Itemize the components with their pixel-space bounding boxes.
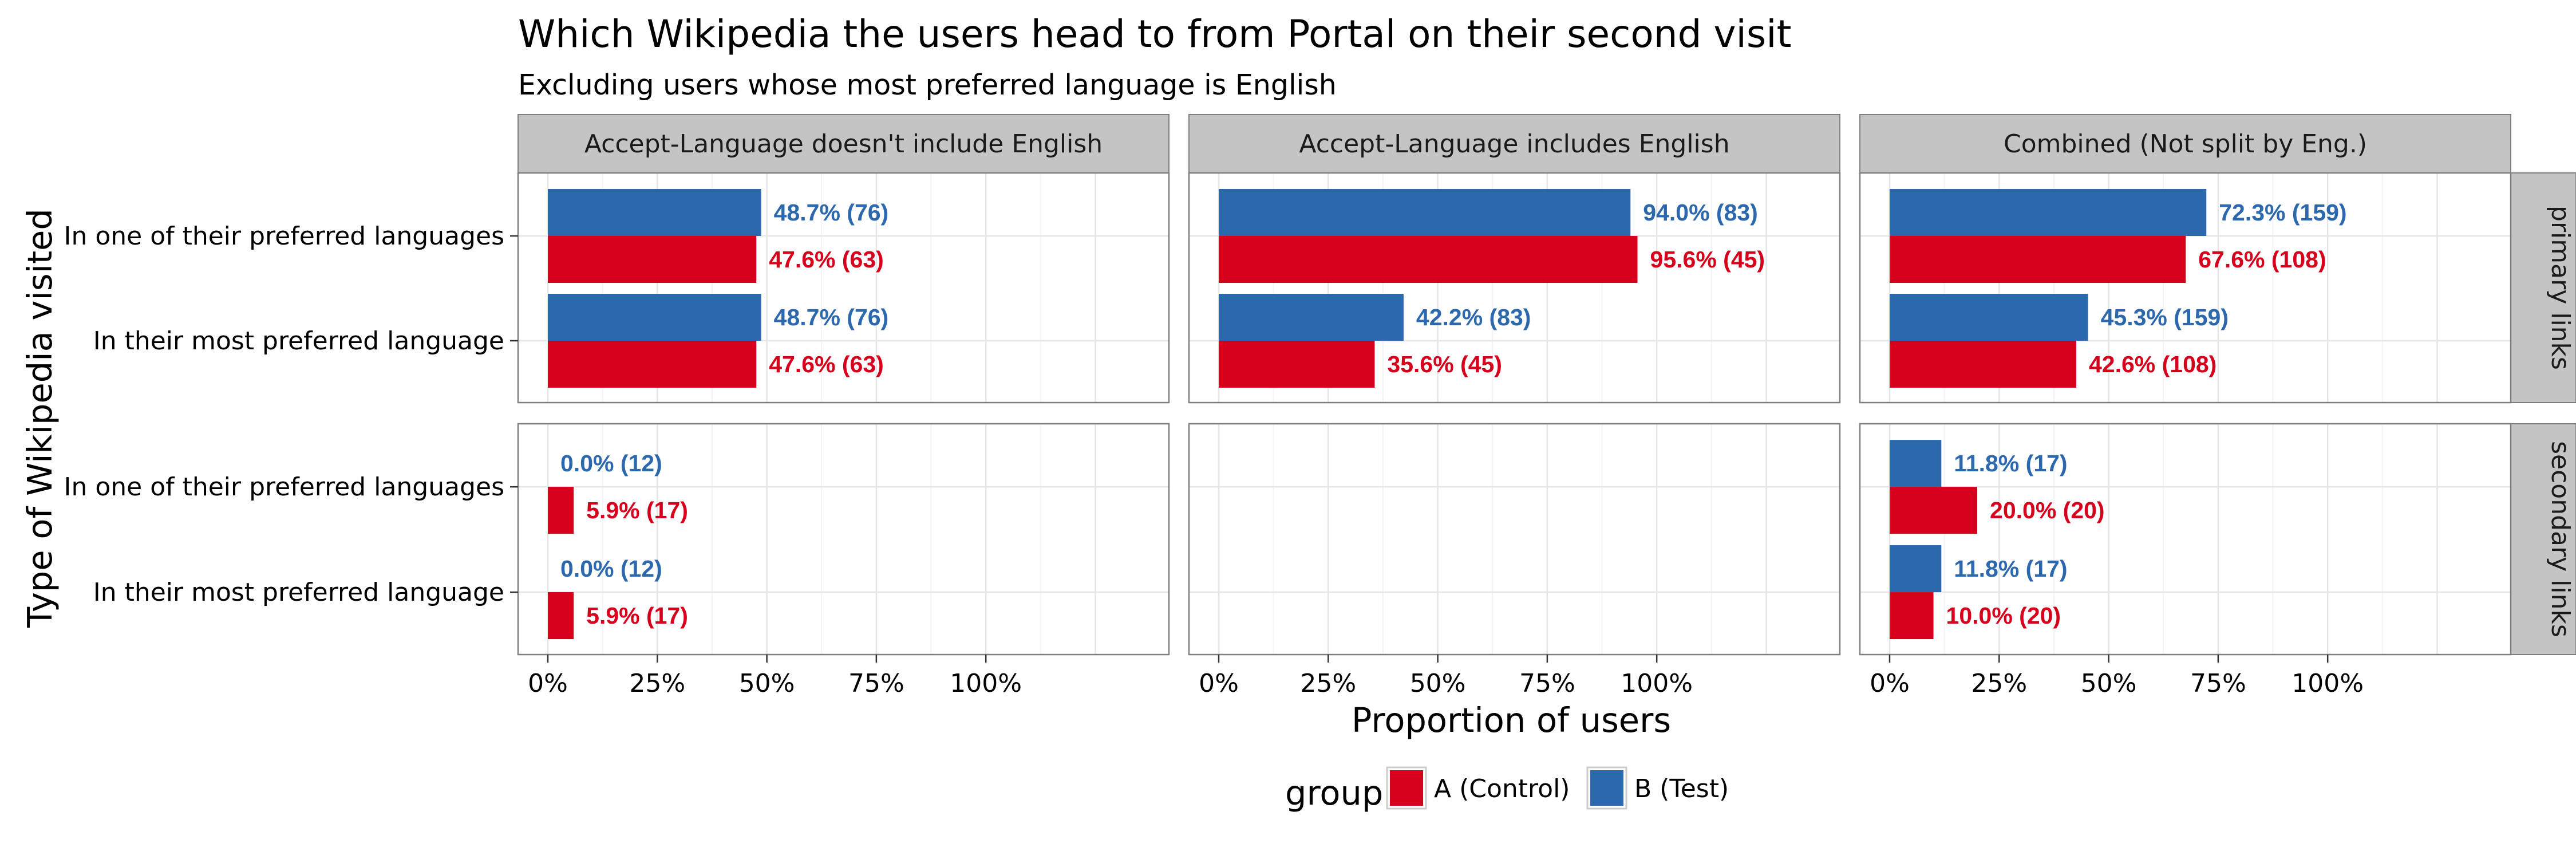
- x-tick-label: 50%: [2081, 669, 2137, 698]
- data-label: 95.6% (45): [1650, 246, 1765, 273]
- data-label: 0.0% (12): [560, 450, 662, 476]
- grid-layer: [518, 173, 2511, 655]
- column-strip: [1188, 114, 1840, 174]
- data-label: 11.8% (17): [1954, 555, 2067, 582]
- panel-background: [1189, 424, 1840, 655]
- data-label: 48.7% (76): [774, 199, 889, 226]
- bar: [1219, 294, 1404, 341]
- data-label: 35.6% (45): [1387, 351, 1502, 377]
- row-strip-label: secondary links: [2546, 441, 2575, 637]
- bar: [1890, 294, 2088, 341]
- column-strip: [1859, 114, 2511, 174]
- panel-background: [1860, 424, 2511, 655]
- panel-border: [517, 172, 1170, 404]
- x-tick-label: 25%: [1300, 669, 1356, 698]
- data-label: 94.0% (83): [1643, 199, 1758, 226]
- bar: [548, 487, 574, 534]
- panel-border: [1859, 423, 2512, 656]
- data-label: 10.0% (20): [1946, 602, 2061, 629]
- panel-border: [517, 423, 1170, 656]
- bar: [1219, 341, 1375, 388]
- bar: [1890, 592, 1934, 640]
- x-tick-label: 25%: [1971, 669, 2027, 698]
- panel-border: [1859, 172, 2512, 404]
- bar-layer: 48.7% (76) 47.6% (63) 48.7% (76) 47.6% (63)…: [548, 189, 2347, 640]
- bar: [1219, 189, 1631, 236]
- column-strip-label: Combined (Not split by Eng.): [2004, 129, 2367, 159]
- data-label: 47.6% (63): [769, 246, 884, 273]
- x-tick-label: 25%: [629, 669, 685, 698]
- chart-subtitle: Excluding users whose most preferred lan…: [518, 69, 1337, 101]
- legend-label: A (Control): [1434, 774, 1570, 803]
- bar: [548, 592, 574, 640]
- x-tick-label: 0%: [1199, 669, 1239, 698]
- column-strip-label: Accept-Language doesn't include English: [584, 129, 1103, 159]
- data-label: 5.9% (17): [586, 497, 688, 523]
- row-strip-label: primary links: [2546, 206, 2575, 370]
- y-tick-label: In their most preferred language: [93, 578, 504, 607]
- bar: [1890, 440, 1942, 487]
- x-tick-label: 100%: [950, 669, 1022, 698]
- x-axis-title: Proportion of users: [1352, 700, 1671, 740]
- y-tick-label: In one of their preferred languages: [64, 472, 504, 502]
- bar: [1890, 341, 2076, 388]
- bar: [548, 236, 757, 283]
- data-label: 72.3% (159): [2219, 199, 2346, 226]
- facet-strips: Accept-Language doesn't include English A…: [517, 114, 2576, 655]
- chart-title: Which Wikipedia the users head to from P…: [518, 12, 1791, 56]
- column-strip: [517, 114, 1170, 174]
- data-label: 0.0% (12): [560, 555, 662, 582]
- bar: [1890, 487, 1978, 534]
- data-label: 20.0% (20): [1990, 497, 2105, 523]
- data-label: 11.8% (17): [1954, 450, 2067, 476]
- data-label: 47.6% (63): [769, 351, 884, 377]
- legend-label: B (Test): [1634, 774, 1729, 803]
- data-label: 45.3% (159): [2101, 304, 2229, 330]
- bar: [1890, 545, 1942, 593]
- axis-layer: In one of their preferred languages In th…: [64, 172, 2512, 698]
- legend: group A (Control) B (Test): [1285, 766, 1729, 813]
- panel-background: [518, 424, 1169, 655]
- x-tick-label: 75%: [1519, 669, 1575, 698]
- bar: [548, 294, 761, 341]
- x-tick-label: 50%: [739, 669, 795, 698]
- data-label: 48.7% (76): [774, 304, 889, 330]
- bar: [1219, 236, 1638, 283]
- row-strip: [2510, 423, 2576, 655]
- column-strip-label: Accept-Language includes English: [1299, 129, 1729, 159]
- x-tick-label: 0%: [1870, 669, 1910, 698]
- bar: [548, 189, 761, 236]
- legend-title: group: [1285, 773, 1383, 813]
- x-tick-label: 100%: [2291, 669, 2364, 698]
- bar: [1890, 189, 2207, 236]
- y-tick-label: In one of their preferred languages: [64, 222, 504, 251]
- data-label: 42.2% (83): [1416, 304, 1531, 330]
- bar: [1890, 236, 2186, 283]
- x-tick-label: 0%: [528, 669, 568, 698]
- data-label: 67.6% (108): [2198, 246, 2326, 273]
- y-tick-label: In their most preferred language: [93, 326, 504, 356]
- panel-border: [1188, 172, 1841, 404]
- y-axis-title: Type of Wikipedia visited: [20, 208, 60, 628]
- x-tick-label: 75%: [2190, 669, 2246, 698]
- x-tick-label: 100%: [1621, 669, 1693, 698]
- x-tick-label: 50%: [1410, 669, 1466, 698]
- data-label: 5.9% (17): [586, 602, 688, 629]
- legend-swatch: [1590, 770, 1623, 806]
- bar: [548, 341, 757, 388]
- legend-swatch: [1390, 770, 1423, 806]
- row-strip: [2510, 172, 2576, 403]
- data-label: 42.6% (108): [2089, 351, 2217, 377]
- x-tick-label: 75%: [848, 669, 904, 698]
- panel-border: [1188, 423, 1841, 656]
